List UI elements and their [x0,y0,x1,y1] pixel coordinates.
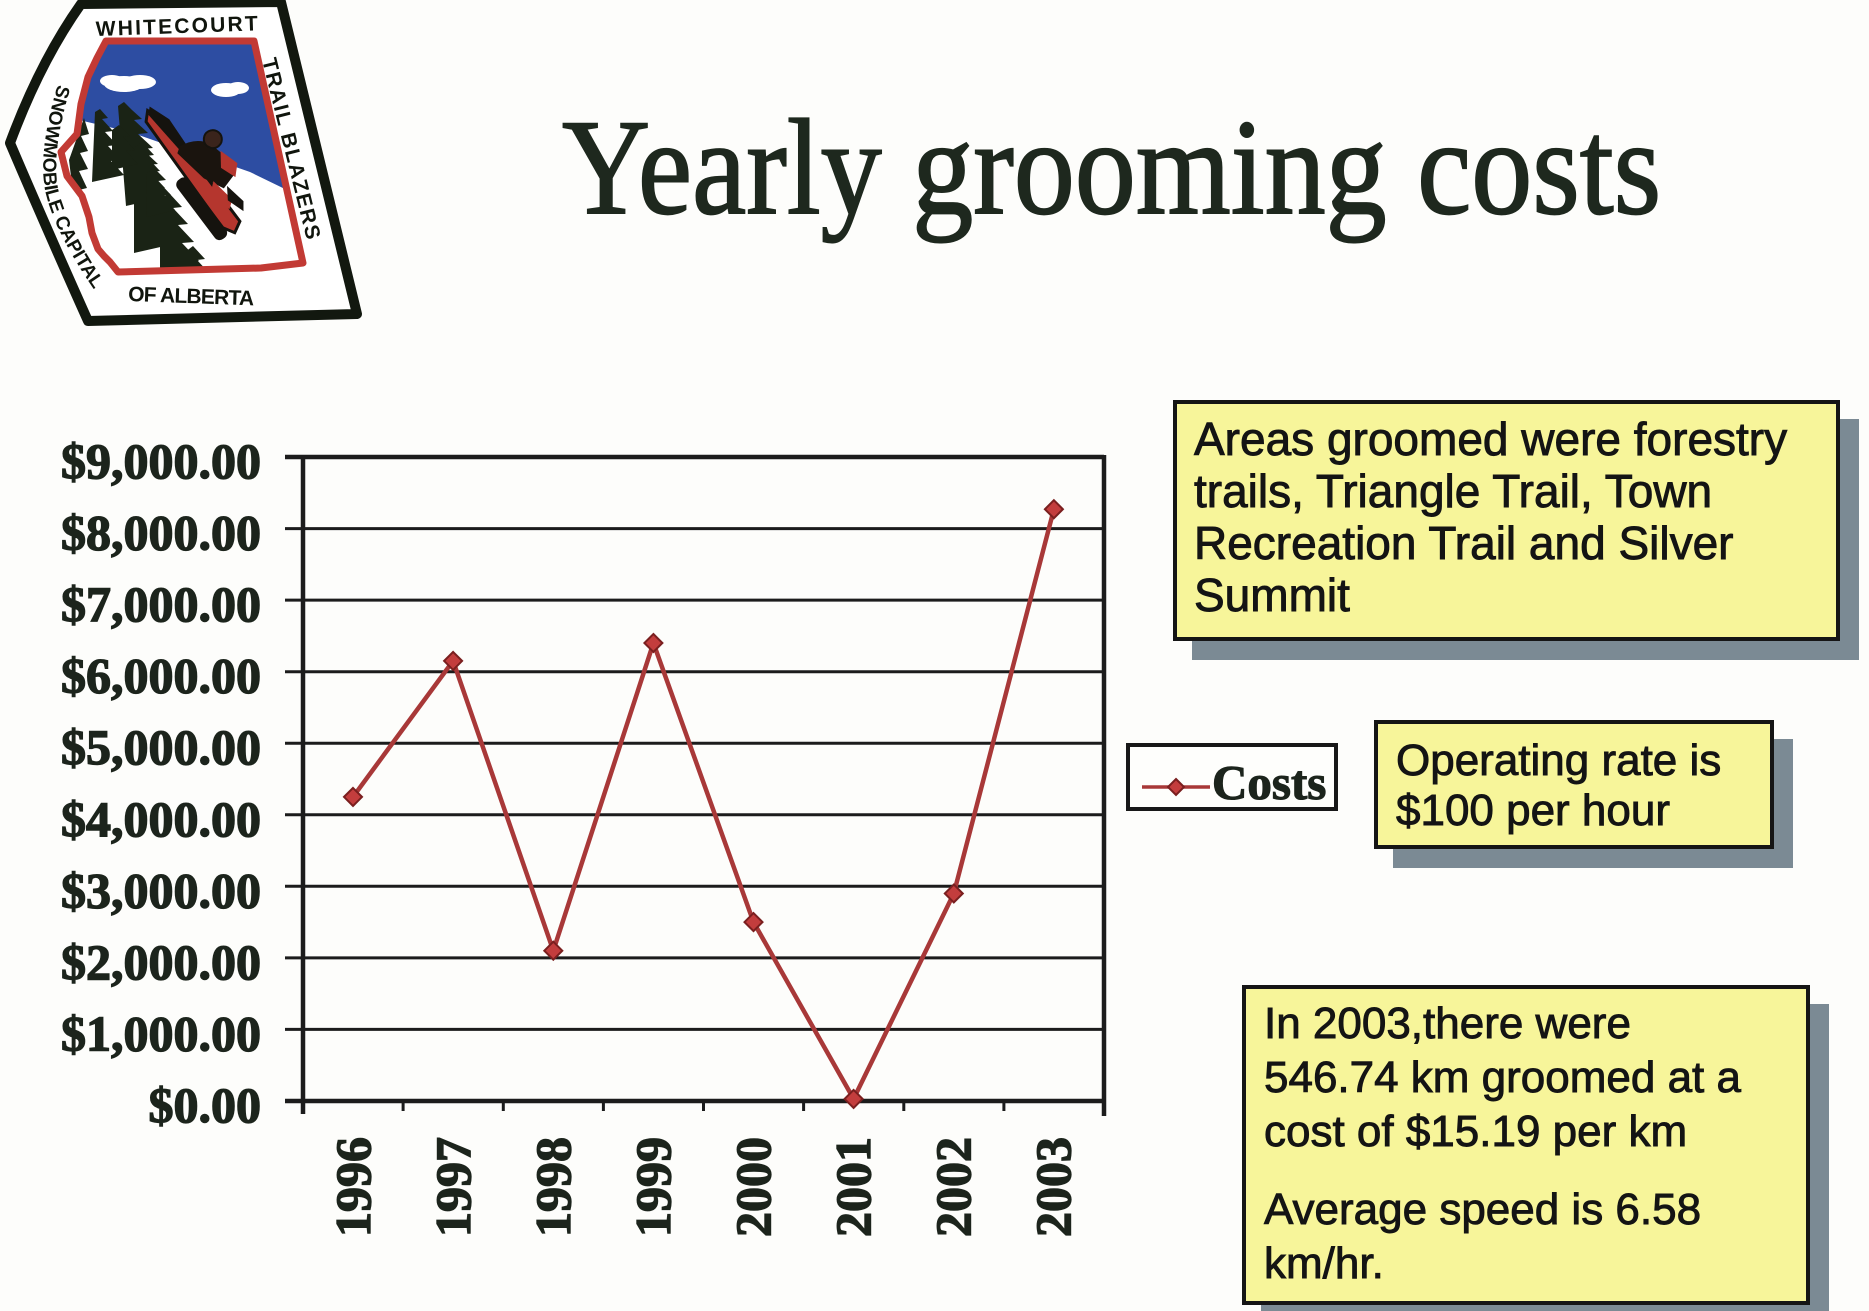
svg-text:WHITECOURT: WHITECOURT [95,12,258,41]
svg-text:$4,000.00: $4,000.00 [61,791,261,847]
svg-text:1998: 1998 [525,1137,581,1237]
svg-text:OF ALBERTA: OF ALBERTA [128,283,255,310]
svg-text:$5,000.00: $5,000.00 [61,719,261,775]
svg-text:$6,000.00: $6,000.00 [61,648,261,704]
svg-text:$3,000.00: $3,000.00 [61,862,261,918]
svg-text:2000: 2000 [725,1137,781,1237]
svg-text:2002: 2002 [925,1137,981,1237]
svg-text:2001: 2001 [825,1137,881,1237]
svg-text:1996: 1996 [325,1137,381,1237]
svg-text:$8,000.00: $8,000.00 [61,505,261,561]
svg-text:1999: 1999 [625,1137,681,1237]
svg-text:$7,000.00: $7,000.00 [61,576,261,632]
svg-text:2003: 2003 [1025,1137,1081,1237]
svg-text:1997: 1997 [425,1137,481,1237]
svg-text:$9,000.00: $9,000.00 [61,433,261,489]
svg-text:$0.00: $0.00 [149,1077,262,1133]
svg-text:$1,000.00: $1,000.00 [61,1005,261,1061]
svg-text:$2,000.00: $2,000.00 [61,934,261,990]
